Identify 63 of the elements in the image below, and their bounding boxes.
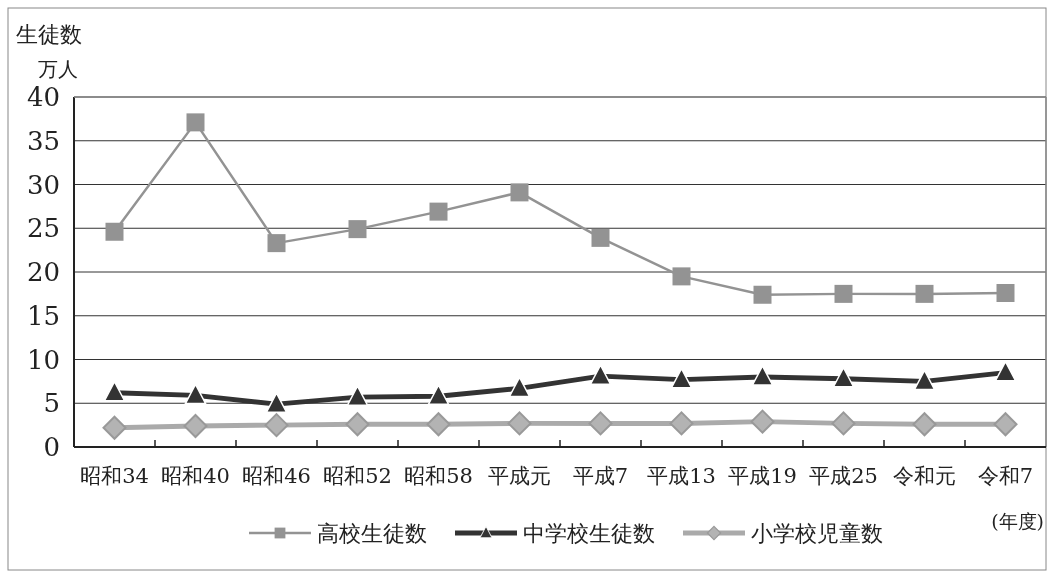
point (103, 381, 126, 402)
point (994, 360, 1017, 382)
point (346, 385, 369, 406)
point (427, 384, 450, 405)
point (186, 113, 205, 132)
point (348, 220, 367, 239)
y-tick-label: 5 (43, 388, 60, 419)
legend-label: 小学校児童数 (751, 521, 883, 546)
point (591, 228, 610, 247)
point (510, 183, 529, 202)
x-tick-label: 昭和46 (242, 464, 311, 488)
x-tick-label: 昭和34 (80, 464, 149, 488)
legend-label: 高校生徒数 (317, 521, 427, 546)
point (102, 415, 127, 440)
point (426, 412, 451, 437)
x-axis-title: (年度) (991, 510, 1044, 532)
point (183, 414, 208, 438)
y-tick-label: 25 (26, 213, 60, 244)
point (265, 392, 288, 413)
x-tick-label: 平成13 (647, 464, 716, 488)
point (993, 412, 1018, 437)
x-tick-label: 平成19 (728, 464, 797, 488)
y-tick-label: 35 (26, 125, 60, 156)
point (913, 369, 936, 391)
x-tick-label: 令和7 (977, 464, 1034, 488)
x-tick-label: 令和元 (893, 464, 956, 488)
point (669, 411, 694, 436)
y-tick-label: 20 (26, 257, 60, 287)
point (105, 222, 124, 241)
point (751, 365, 774, 386)
point (267, 234, 286, 253)
point (507, 411, 532, 436)
point (753, 285, 772, 304)
x-tick-label: 昭和52 (323, 464, 392, 488)
point (996, 284, 1015, 302)
point (832, 367, 855, 388)
point (750, 409, 775, 434)
y-tick-label: 10 (26, 344, 60, 375)
y-tick-label: 40 (26, 82, 60, 112)
x-tick-label: 昭和40 (161, 464, 230, 488)
x-tick-label: 平成7 (572, 464, 629, 488)
point (184, 383, 207, 405)
y-tick-label: 15 (26, 300, 60, 331)
y-tick-label: 0 (43, 432, 60, 462)
point (588, 411, 613, 436)
legend-label: 中学校生徒数 (523, 521, 655, 546)
point (915, 284, 934, 303)
y-tick-label: 30 (26, 169, 60, 200)
x-tick-label: 昭和58 (404, 464, 473, 488)
x-tick-label: 平成25 (809, 464, 878, 488)
point (589, 364, 612, 385)
x-tick-label: 平成元 (488, 464, 551, 488)
point (264, 413, 289, 438)
point (672, 267, 691, 286)
point (831, 411, 856, 436)
point (508, 376, 531, 398)
point (345, 412, 370, 437)
y-axis-title: 生徒数 (16, 22, 82, 47)
point (429, 202, 448, 221)
text: 万人 (38, 57, 78, 81)
point (670, 367, 693, 389)
point (834, 284, 853, 303)
point (912, 412, 937, 437)
